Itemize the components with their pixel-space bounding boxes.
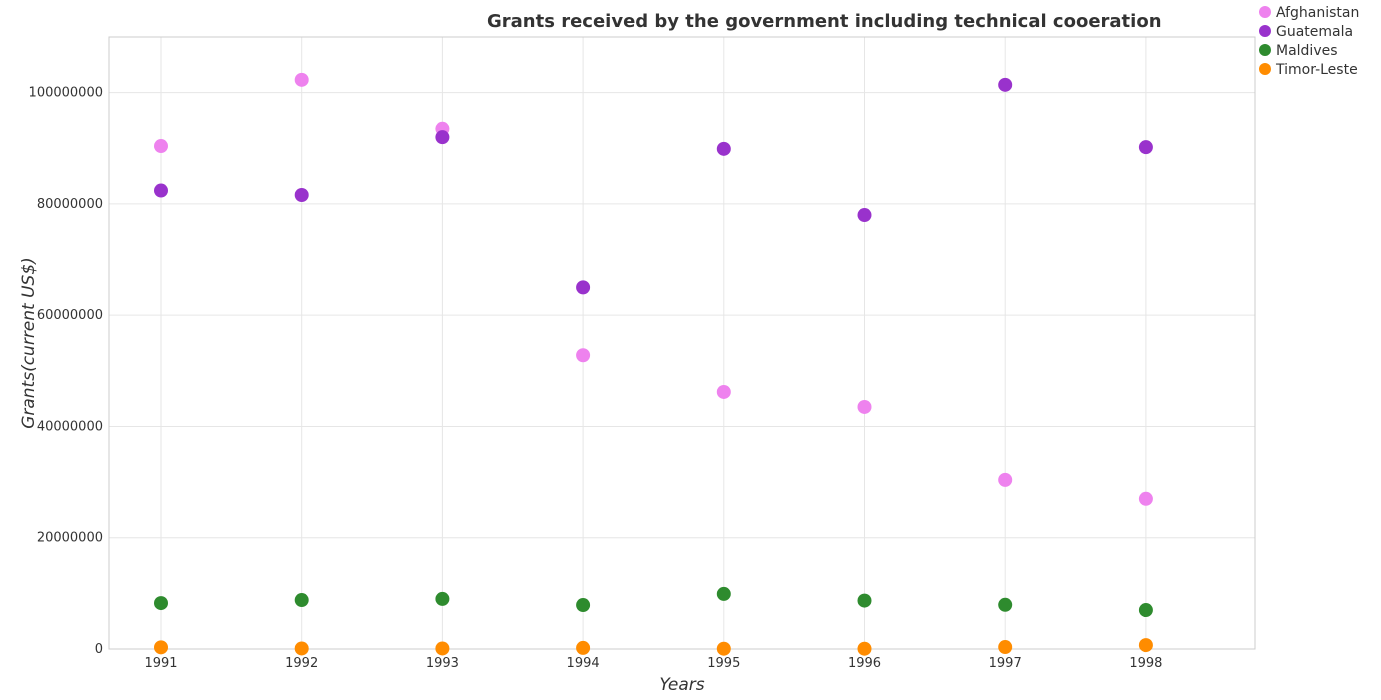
y-tick-label: 0 <box>95 642 103 657</box>
x-tick-label: 1992 <box>285 656 318 671</box>
point-maldives <box>716 586 731 601</box>
x-tick-label: 1998 <box>1129 656 1162 671</box>
chart-title: Grants received by the government includ… <box>487 11 1162 32</box>
legend-marker-afghanistan <box>1259 6 1271 18</box>
point-timor-leste <box>1138 638 1153 653</box>
legend-label-afghanistan: Afghanistan <box>1276 5 1359 21</box>
point-guatemala <box>294 188 309 203</box>
point-afghanistan <box>576 348 591 363</box>
point-afghanistan <box>998 472 1013 487</box>
point-guatemala <box>1138 140 1153 155</box>
point-maldives <box>294 593 309 608</box>
point-guatemala <box>857 208 872 223</box>
point-guatemala <box>435 130 450 145</box>
point-timor-leste <box>716 641 731 656</box>
y-tick-label: 80000000 <box>37 197 103 212</box>
legend-marker-timor-leste <box>1259 63 1271 75</box>
x-tick-label: 1995 <box>707 656 740 671</box>
legend-marker-guatemala <box>1259 25 1271 37</box>
x-tick-label: 1993 <box>426 656 459 671</box>
y-tick-label: 40000000 <box>37 419 103 434</box>
legend: Afghanistan Guatemala Maldives Timor-Leste <box>1259 5 1359 78</box>
point-afghanistan <box>857 399 872 414</box>
y-tick-label: 100000000 <box>29 86 103 101</box>
legend-label-timor-leste: Timor-Leste <box>1275 62 1358 78</box>
point-maldives <box>857 593 872 608</box>
point-guatemala <box>716 141 731 156</box>
grid <box>109 37 1255 650</box>
x-tick-label: 1997 <box>989 656 1022 671</box>
point-timor-leste <box>435 641 450 656</box>
legend-marker-maldives <box>1259 44 1271 56</box>
point-maldives <box>998 597 1013 612</box>
point-guatemala <box>998 77 1013 92</box>
point-timor-leste <box>294 641 309 656</box>
x-axis-label: Years <box>659 675 704 695</box>
point-afghanistan <box>1138 491 1153 506</box>
point-afghanistan <box>154 139 168 154</box>
data-points <box>154 72 1153 656</box>
point-afghanistan <box>716 384 731 399</box>
y-tick-label: 60000000 <box>37 308 103 323</box>
y-tick-label: 20000000 <box>37 531 103 546</box>
plot-area <box>108 36 1256 650</box>
x-tick-label: 1991 <box>144 656 177 671</box>
legend-label-maldives: Maldives <box>1276 43 1338 59</box>
point-timor-leste <box>998 640 1013 655</box>
point-maldives <box>576 598 591 613</box>
legend-label-guatemala: Guatemala <box>1276 24 1353 40</box>
y-axis-label: Grants(current US$) <box>19 257 39 429</box>
point-maldives <box>154 596 168 611</box>
point-timor-leste <box>576 640 591 655</box>
point-timor-leste <box>857 641 872 656</box>
point-maldives <box>1138 603 1153 618</box>
point-maldives <box>435 591 450 606</box>
point-timor-leste <box>154 640 168 655</box>
x-tick-label: 1994 <box>567 656 600 671</box>
point-afghanistan <box>294 72 309 87</box>
tick-labels: 0 20000000 40000000 60000000 80000000 1000000… <box>29 86 1163 671</box>
point-guatemala <box>154 183 168 198</box>
x-tick-label: 1996 <box>848 656 881 671</box>
point-guatemala <box>576 280 591 295</box>
